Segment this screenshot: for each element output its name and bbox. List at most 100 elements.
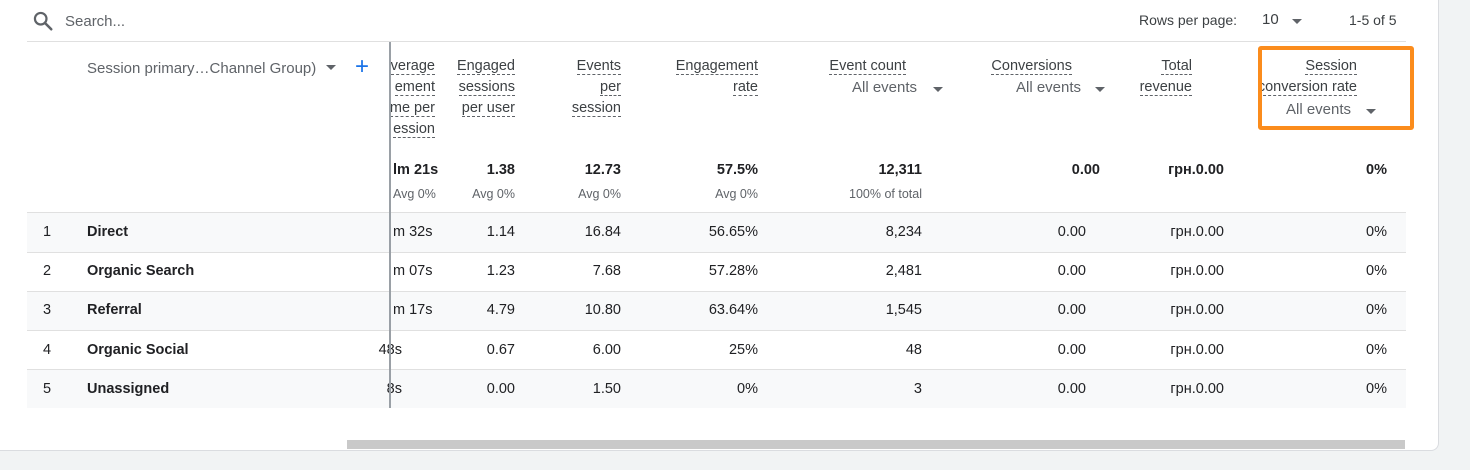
highlight-annotation-box bbox=[1258, 46, 1414, 130]
total-engagement-rate: 57.5% bbox=[716, 162, 758, 178]
session-conversion-rate-header[interactable]: Session conversion rate bbox=[1257, 56, 1357, 98]
cell-conversions: 0.00 bbox=[1057, 342, 1086, 358]
rows-per-page-select[interactable]: 10 bbox=[1262, 11, 1308, 33]
search-input[interactable] bbox=[65, 11, 365, 31]
row-channel-name[interactable]: Organic Social bbox=[87, 342, 189, 358]
rows-per-page-value: 10 bbox=[1262, 11, 1279, 28]
cell-events: 16.84 bbox=[584, 224, 621, 240]
total-engaged-sessions-sub: Avg 0% bbox=[472, 187, 515, 201]
engagement-rate-header[interactable]: Engagement rate bbox=[675, 56, 758, 98]
row-number: 5 bbox=[43, 381, 52, 397]
cell-event-count: 48 bbox=[905, 342, 922, 358]
total-session-conversion-rate: 0% bbox=[1366, 162, 1387, 178]
row-number: 3 bbox=[43, 302, 52, 318]
cell-events: 10.80 bbox=[584, 302, 621, 318]
row-divider bbox=[27, 369, 1406, 370]
total-avg-engagement-time-sub: Avg 0% bbox=[393, 187, 436, 201]
cell-total-revenue: грн.0.00 bbox=[1170, 381, 1224, 397]
cell-events: 6.00 bbox=[592, 342, 621, 358]
cell-total-revenue: грн.0.00 bbox=[1170, 224, 1224, 240]
frozen-column-divider bbox=[389, 42, 391, 408]
cell-engagement-rate: 63.64% bbox=[708, 302, 758, 318]
event-count-filter-dropdown[interactable]: All events bbox=[852, 79, 946, 96]
header-line: revenue bbox=[1139, 79, 1192, 96]
cell-conv-rate: 0% bbox=[1366, 381, 1387, 397]
header-line: per bbox=[600, 79, 621, 96]
header-divider bbox=[27, 41, 1406, 42]
row-divider bbox=[27, 252, 1406, 253]
cell-event-count: 3 bbox=[913, 381, 922, 397]
header-line: verage bbox=[391, 58, 435, 75]
header-line: per user bbox=[461, 100, 515, 117]
cell-conv-rate: 0% bbox=[1366, 224, 1387, 240]
cell-avg-time: m 32s bbox=[393, 224, 433, 240]
cell-conv-rate: 0% bbox=[1366, 263, 1387, 279]
row-channel-name[interactable]: Unassigned bbox=[87, 381, 170, 397]
events-per-session-header[interactable]: Events per session bbox=[571, 56, 621, 119]
dimension-header[interactable]: Session primary…Channel Group) bbox=[87, 60, 317, 77]
table-row bbox=[27, 253, 1406, 291]
conversions-header[interactable]: Conversions bbox=[991, 56, 1072, 77]
total-revenue-header[interactable]: Total revenue bbox=[1139, 56, 1192, 98]
total-engagement-rate-sub: Avg 0% bbox=[715, 187, 758, 201]
engaged-sessions-per-user-header[interactable]: Engaged sessions per user bbox=[456, 56, 515, 119]
search-icon[interactable] bbox=[32, 10, 54, 32]
horizontal-scrollbar[interactable] bbox=[347, 440, 1405, 449]
total-revenue: грн.0.00 bbox=[1168, 162, 1224, 178]
row-number: 1 bbox=[43, 224, 52, 240]
table-row bbox=[27, 213, 1406, 252]
table-row bbox=[27, 370, 1406, 408]
header-line: Session bbox=[1305, 58, 1357, 75]
total-conversions: 0.00 bbox=[1071, 162, 1100, 178]
dimension-dropdown[interactable] bbox=[324, 59, 338, 75]
cell-engaged: 4.79 bbox=[486, 302, 515, 318]
cell-event-count: 1,545 bbox=[885, 302, 922, 318]
header-line: sessions bbox=[458, 79, 515, 96]
row-number: 2 bbox=[43, 263, 52, 279]
cell-conv-rate: 0% bbox=[1366, 302, 1387, 318]
cell-engagement-rate: 57.28% bbox=[708, 263, 758, 279]
cell-engaged: 0.67 bbox=[486, 342, 515, 358]
cell-events: 1.50 bbox=[592, 381, 621, 397]
cell-conversions: 0.00 bbox=[1057, 381, 1086, 397]
event-count-header[interactable]: Event count bbox=[829, 56, 906, 77]
header-line: me per bbox=[391, 100, 435, 117]
row-channel-name[interactable]: Direct bbox=[87, 224, 129, 240]
chevron-down-icon bbox=[933, 87, 943, 92]
table-row bbox=[27, 292, 1406, 330]
avg-engagement-time-header[interactable]: verage ement me per ession bbox=[391, 44, 451, 154]
total-engaged-sessions: 1.38 bbox=[486, 162, 515, 178]
chevron-down-icon bbox=[1292, 19, 1302, 24]
cell-conversions: 0.00 bbox=[1057, 302, 1086, 318]
row-number: 4 bbox=[43, 342, 52, 358]
chevron-down-icon bbox=[326, 65, 336, 70]
add-dimension-button[interactable]: + bbox=[354, 53, 369, 80]
row-divider bbox=[27, 330, 1406, 331]
row-channel-name[interactable]: Organic Search bbox=[87, 263, 195, 279]
cell-engaged: 1.14 bbox=[486, 224, 515, 240]
header-line: Conversions bbox=[991, 58, 1072, 75]
header-line: Total bbox=[1161, 58, 1192, 75]
row-channel-name[interactable]: Referral bbox=[87, 302, 142, 318]
conversions-filter-dropdown[interactable]: All events bbox=[1016, 79, 1110, 96]
cell-total-revenue: грн.0.00 bbox=[1170, 342, 1224, 358]
cell-avg-time: m 17s bbox=[393, 302, 433, 318]
table-row bbox=[27, 331, 1406, 369]
cell-events: 7.68 bbox=[592, 263, 621, 279]
filter-label: All events bbox=[1016, 79, 1082, 96]
total-avg-engagement-time: lm 21s bbox=[393, 162, 439, 178]
filter-label: All events bbox=[1286, 101, 1352, 118]
cell-conversions: 0.00 bbox=[1057, 263, 1086, 279]
cell-conversions: 0.00 bbox=[1057, 224, 1086, 240]
header-line: ement bbox=[394, 79, 435, 96]
total-events-per-session: 12.73 bbox=[584, 162, 621, 178]
row-divider bbox=[27, 291, 1406, 292]
conversion-rate-filter-dropdown[interactable]: All events bbox=[1286, 101, 1380, 118]
header-line: Engagement bbox=[675, 58, 758, 75]
header-line: ession bbox=[393, 121, 435, 138]
cell-total-revenue: грн.0.00 bbox=[1170, 263, 1224, 279]
cell-avg-time: m 07s bbox=[393, 263, 433, 279]
cell-total-revenue: грн.0.00 bbox=[1170, 302, 1224, 318]
header-line: rate bbox=[733, 79, 758, 96]
row-divider bbox=[27, 212, 1406, 213]
